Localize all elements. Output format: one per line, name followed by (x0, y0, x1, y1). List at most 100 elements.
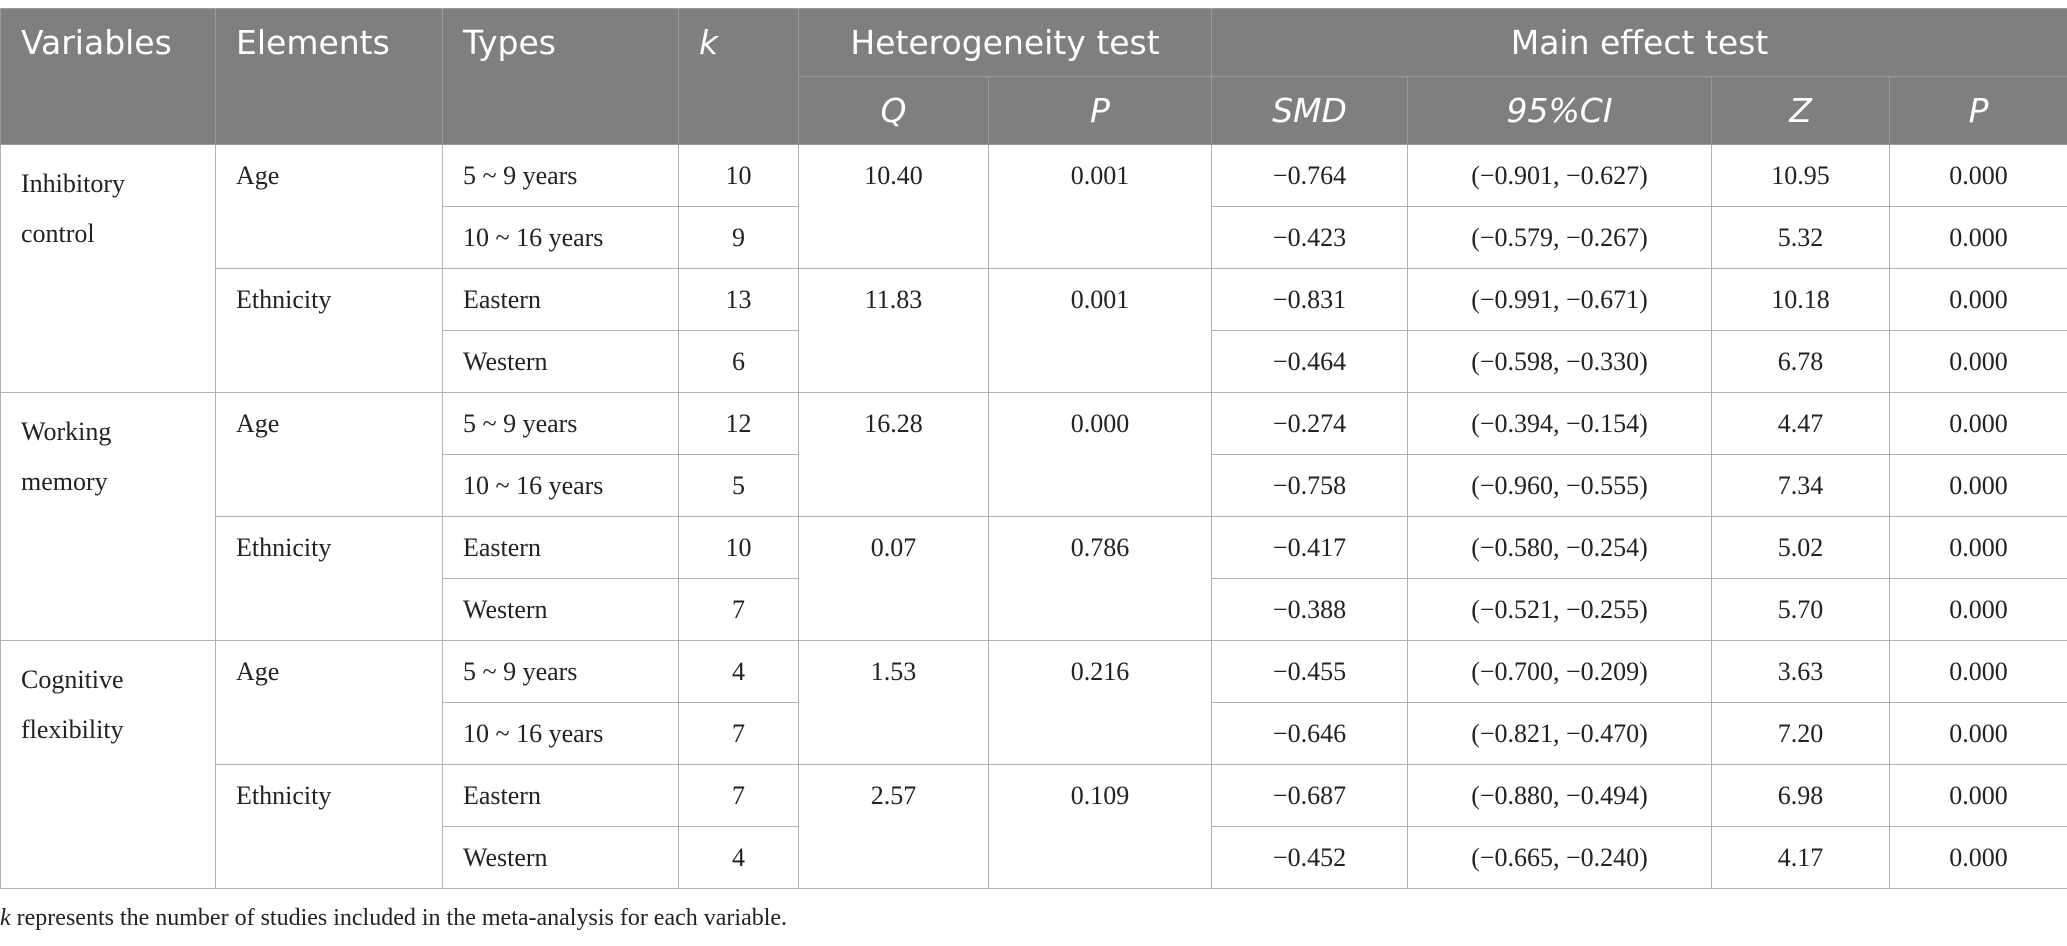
cell-p-main: 0.000 (1889, 516, 2067, 579)
cell-p-heterogeneity: 0.001 (987, 144, 1213, 207)
cell-type: Western (442, 330, 679, 393)
header-main-effect-test: Main effect test (1211, 8, 2067, 77)
cell-ci: (−0.394, −0.154) (1407, 392, 1713, 455)
cell-type: 10 ~ 16 years (442, 454, 679, 517)
header-heterogeneity-test: Heterogeneity test (797, 8, 1213, 77)
cell-p-main: 0.000 (1889, 702, 2067, 765)
cell-element (215, 206, 443, 269)
variable-label: Working memory (21, 417, 112, 496)
cell-z: 3.63 (1711, 640, 1891, 703)
cell-k: 10 (678, 516, 799, 579)
cell-q (798, 578, 989, 641)
cell-smd: −0.764 (1211, 144, 1409, 207)
meta-analysis-table: Variables Elements Types k Heterogeneity… (0, 8, 2067, 889)
cell-p-heterogeneity: 0.001 (987, 268, 1213, 331)
table-row: Cognitive flexibility Age 5 ~ 9 years 4 1.53… (0, 640, 2067, 889)
table-row: Western 7 −0.388 (−0.521, −0.255) 5.70 0.000 (1, 578, 2067, 641)
cell-p-heterogeneity: 0.109 (987, 764, 1213, 827)
cell-element: Ethnicity (215, 764, 443, 827)
cell-p-heterogeneity: 0.000 (987, 392, 1213, 455)
cell-ci: (−0.580, −0.254) (1407, 516, 1713, 579)
cell-ci: (−0.700, −0.209) (1407, 640, 1713, 703)
cell-q: 2.57 (798, 764, 989, 827)
cell-z: 7.34 (1711, 454, 1891, 517)
cell-p-main: 0.000 (1889, 268, 2067, 331)
cell-z: 5.02 (1711, 516, 1891, 579)
cell-k: 10 (678, 144, 799, 207)
table-row: 10 ~ 16 years 5 −0.758 (−0.960, −0.555) 7.34… (1, 454, 2067, 517)
footnote-k-symbol: k (0, 905, 11, 931)
table-row: Working memory Age 5 ~ 9 years 12 16.28 0.000… (0, 392, 2067, 641)
cell-z: 4.47 (1711, 392, 1891, 455)
cell-k: 7 (678, 578, 799, 641)
cell-smd: −0.758 (1211, 454, 1409, 517)
cell-q (798, 330, 989, 393)
cell-ci: (−0.991, −0.671) (1407, 268, 1713, 331)
header-p-heterogeneity: P (987, 76, 1213, 145)
cell-p-main: 0.000 (1889, 764, 2067, 827)
variable-label: Cognitive flexibility (21, 665, 124, 744)
results-table-container: Variables Elements Types k Heterogeneity… (0, 8, 2067, 889)
table-row: Ethnicity Eastern 7 2.57 0.109 −0.687 (−0.880,… (1, 764, 2067, 827)
cell-ci: (−0.821, −0.470) (1407, 702, 1713, 765)
cell-element: Age (215, 392, 443, 455)
cell-smd: −0.423 (1211, 206, 1409, 269)
cell-k: 5 (678, 454, 799, 517)
cell-element (215, 578, 443, 641)
cell-z: 4.17 (1711, 826, 1891, 889)
header-row-sub: Q P SMD 95%CI Z P (1, 76, 2067, 145)
header-variables: Variables (0, 8, 216, 145)
cell-z: 6.78 (1711, 330, 1891, 393)
cell-p-heterogeneity: 0.786 (987, 516, 1213, 579)
cell-q: 10.40 (798, 144, 989, 207)
cell-ci: (−0.579, −0.267) (1407, 206, 1713, 269)
cell-q (798, 702, 989, 765)
cell-k: 4 (678, 640, 799, 703)
header-row-top: Variables Elements Types k Heterogeneity… (0, 8, 2067, 145)
cell-z: 5.70 (1711, 578, 1891, 641)
cell-type: 10 ~ 16 years (442, 702, 679, 765)
cell-smd: −0.274 (1211, 392, 1409, 455)
cell-type: 5 ~ 9 years (442, 640, 679, 703)
table-body: Inhibitory control Age 5 ~ 9 years 10 10.40 0… (0, 144, 2067, 889)
cell-ci: (−0.880, −0.494) (1407, 764, 1713, 827)
variable-label: Inhibitory control (21, 169, 125, 248)
cell-element (215, 330, 443, 393)
cell-element: Age (215, 144, 443, 207)
cell-smd: −0.687 (1211, 764, 1409, 827)
cell-ci: (−0.665, −0.240) (1407, 826, 1713, 889)
cell-type: 5 ~ 9 years (442, 392, 679, 455)
table-row: Inhibitory control Age 5 ~ 9 years 10 10.40 0… (0, 144, 2067, 393)
cell-variable: Inhibitory control (0, 144, 216, 393)
cell-p-heterogeneity (987, 454, 1213, 517)
cell-element (215, 702, 443, 765)
cell-p-main: 0.000 (1889, 144, 2067, 207)
cell-type: Eastern (442, 268, 679, 331)
cell-element: Age (215, 640, 443, 703)
header-k: k (678, 8, 799, 145)
cell-p-heterogeneity (987, 206, 1213, 269)
cell-k: 6 (678, 330, 799, 393)
cell-element: Ethnicity (215, 268, 443, 331)
footnote-text: represents the number of studies include… (10, 905, 788, 931)
cell-p-heterogeneity (987, 826, 1213, 889)
cell-p-main: 0.000 (1889, 826, 2067, 889)
table-row: Western 6 −0.464 (−0.598, −0.330) 6.78 0.000 (1, 330, 2067, 393)
table-row: 10 ~ 16 years 7 −0.646 (−0.821, −0.470) 7.20… (1, 702, 2067, 765)
cell-z: 5.32 (1711, 206, 1891, 269)
header-elements: Elements (215, 8, 443, 145)
header-p-main: P (1889, 76, 2067, 145)
cell-k: 7 (678, 702, 799, 765)
cell-smd: −0.455 (1211, 640, 1409, 703)
cell-ci: (−0.598, −0.330) (1407, 330, 1713, 393)
cell-z: 10.95 (1711, 144, 1891, 207)
cell-variable: Cognitive flexibility (0, 640, 216, 889)
table-header: Variables Elements Types k Heterogeneity… (0, 8, 2067, 145)
cell-k: 12 (678, 392, 799, 455)
cell-variable: Working memory (0, 392, 216, 641)
cell-z: 6.98 (1711, 764, 1891, 827)
cell-q: 11.83 (798, 268, 989, 331)
table-row: Ethnicity Eastern 10 0.07 0.786 −0.417 (−0.580… (1, 516, 2067, 579)
cell-smd: −0.388 (1211, 578, 1409, 641)
cell-smd: −0.417 (1211, 516, 1409, 579)
